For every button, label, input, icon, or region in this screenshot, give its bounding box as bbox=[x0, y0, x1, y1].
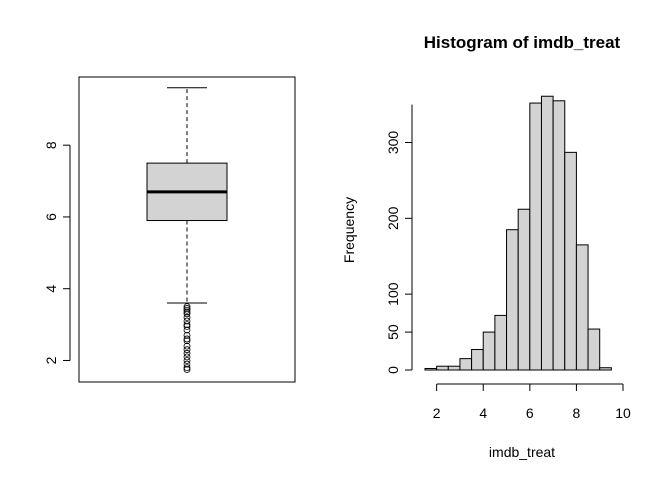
histogram-y-tick-label: 300 bbox=[385, 131, 401, 155]
histogram-bar bbox=[564, 151, 577, 371]
histogram-bar bbox=[587, 328, 601, 371]
histogram-bars bbox=[424, 95, 612, 371]
histogram-bar bbox=[552, 100, 566, 371]
histogram-x-tick-label: 2 bbox=[433, 405, 441, 421]
boxplot-outlier-point bbox=[183, 364, 191, 372]
boxplot-outliers bbox=[183, 303, 191, 373]
histogram-panel: Histogram of imdb_treat imdb_treat Frequ… bbox=[341, 33, 631, 460]
histogram-bar bbox=[471, 349, 484, 371]
boxplot-y-tick-label: 6 bbox=[43, 213, 59, 221]
histogram-bar bbox=[482, 331, 496, 371]
boxplot-outlier-point bbox=[183, 342, 191, 350]
histogram-bar bbox=[424, 367, 438, 371]
histogram-y-tick-label: 100 bbox=[385, 282, 401, 306]
histogram-bar bbox=[506, 229, 519, 371]
histogram-bar bbox=[447, 365, 461, 371]
histogram-bar bbox=[517, 208, 531, 371]
histogram-y-tick-label: 50 bbox=[385, 324, 401, 340]
boxplot-outlier-point bbox=[183, 321, 191, 328]
histogram-y-tick-label: 200 bbox=[385, 206, 401, 230]
histogram-y-tick-label: 0 bbox=[385, 366, 401, 374]
histogram-y-axis-label: Frequency bbox=[341, 197, 357, 263]
boxplot-frame bbox=[78, 76, 296, 383]
boxplot-outlier-point bbox=[183, 335, 191, 343]
histogram-x-axis-label: imdb_treat bbox=[489, 444, 555, 460]
histogram-x-tick-label: 8 bbox=[573, 405, 581, 421]
boxplot-outlier-point bbox=[183, 306, 191, 314]
histogram-bar bbox=[436, 365, 449, 371]
histogram-bar bbox=[575, 244, 589, 371]
boxplot-y-tick-label: 8 bbox=[43, 141, 59, 149]
histogram-x-tick-label: 4 bbox=[479, 405, 487, 421]
histogram-bar bbox=[494, 314, 508, 371]
boxplot-outlier-point bbox=[183, 310, 191, 318]
histogram-x-tick-label: 6 bbox=[526, 405, 534, 421]
histogram-x-axis: 2 4 6 8 10 bbox=[433, 383, 631, 421]
histogram-y-axis: 0 50 100 200 300 bbox=[385, 104, 413, 374]
boxplot-outlier-point bbox=[183, 337, 191, 345]
boxplot-y-tick-label: 4 bbox=[43, 285, 59, 293]
boxplot-outlier-point bbox=[183, 353, 191, 361]
histogram-bar bbox=[459, 358, 473, 371]
boxplot-outlier-point bbox=[183, 322, 191, 330]
boxplot-outlier-point bbox=[183, 346, 191, 354]
boxplot-y-axis: 2 4 6 8 bbox=[43, 141, 71, 364]
boxplot-outlier-point bbox=[183, 317, 191, 325]
boxplot-outlier-point bbox=[183, 308, 191, 316]
boxplot-outlier-point bbox=[183, 357, 191, 364]
boxplot-outlier-point bbox=[183, 314, 191, 321]
boxplot-outlier-point bbox=[183, 305, 191, 312]
boxplot-outlier-point bbox=[183, 326, 191, 334]
histogram-title: Histogram of imdb_treat bbox=[424, 33, 621, 52]
boxplot-body bbox=[146, 87, 228, 304]
boxplot-outlier-point bbox=[183, 349, 191, 357]
boxplot-outlier-point bbox=[183, 366, 191, 373]
boxplot-outlier-point bbox=[183, 331, 191, 339]
boxplot-outlier-point bbox=[183, 303, 191, 311]
histogram-bar bbox=[529, 102, 542, 371]
boxplot-outlier-point bbox=[183, 360, 191, 368]
histogram-x-tick-label: 10 bbox=[615, 405, 631, 421]
boxplot-panel: 2 4 6 8 bbox=[43, 76, 296, 383]
histogram-bar bbox=[599, 367, 612, 371]
boxplot-y-tick-label: 2 bbox=[43, 356, 59, 364]
histogram-bar bbox=[540, 95, 554, 371]
